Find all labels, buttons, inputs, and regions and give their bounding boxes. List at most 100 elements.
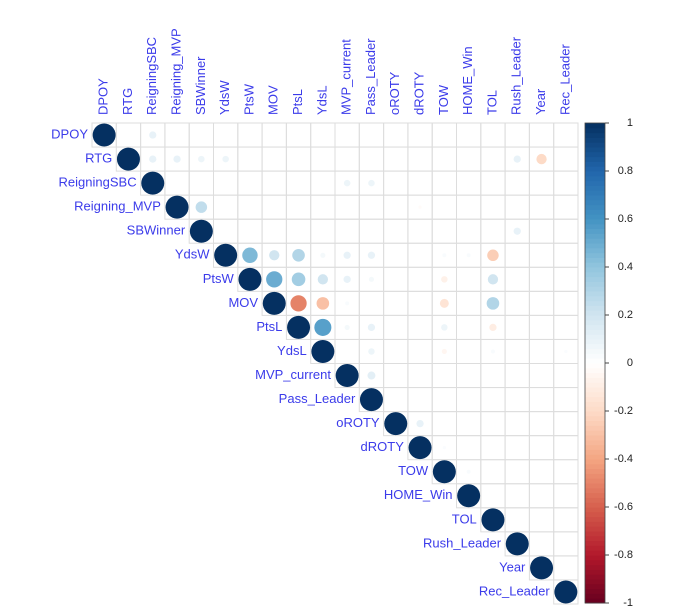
- cell: [553, 531, 579, 557]
- colorbar-segment: [585, 574, 605, 580]
- column-label: Rec_Leader: [557, 44, 572, 115]
- row-label: DPOY: [51, 126, 88, 141]
- colorbar-label: -1: [623, 597, 633, 609]
- colorbar-segment: [585, 175, 605, 182]
- cell: [285, 194, 312, 220]
- colorbar-segment: [585, 564, 605, 570]
- colorbar-segment: [585, 195, 605, 201]
- cell: [407, 363, 433, 389]
- corr-circle: [513, 227, 521, 235]
- column-label: YdsL: [314, 85, 329, 115]
- cell: [528, 170, 555, 196]
- column-label: MVP_current: [339, 39, 354, 115]
- column-label: Year: [533, 88, 548, 115]
- cell: [553, 579, 579, 605]
- colorbar-segment: [585, 199, 605, 206]
- corr-circle: [384, 412, 408, 436]
- corr-circle: [238, 267, 262, 291]
- colorbar-segment: [585, 391, 605, 398]
- cell: [456, 435, 482, 461]
- cell: [407, 314, 433, 340]
- colorbar-segment: [585, 291, 605, 297]
- colorbar-segment: [585, 377, 605, 383]
- colorbar-segment: [585, 526, 605, 532]
- row-label: Rec_Leader: [479, 583, 550, 598]
- colorbar-segment: [585, 511, 605, 518]
- colorbar-segment: [585, 329, 605, 335]
- colorbar-segment: [585, 439, 605, 446]
- cell: [164, 122, 190, 148]
- colorbar-segment: [585, 521, 605, 527]
- corr-circle: [368, 276, 375, 282]
- cell: [237, 146, 263, 172]
- colorbar-segment: [585, 401, 605, 407]
- corr-circle: [266, 271, 283, 288]
- cell: [528, 218, 555, 244]
- colorbar-segment: [585, 243, 605, 249]
- cell: [407, 290, 433, 316]
- colorbar-label: 0.6: [618, 213, 633, 225]
- cell: [213, 194, 239, 220]
- corr-circle: [292, 248, 305, 262]
- colorbar-label: 0: [627, 357, 633, 369]
- colorbar-segment: [585, 593, 605, 599]
- cell: [553, 194, 579, 220]
- column-label: SBWinner: [193, 56, 208, 115]
- colorbar-segment: [585, 555, 605, 561]
- corr-circle: [564, 349, 568, 354]
- corr-circle: [481, 508, 505, 532]
- cell: [310, 218, 336, 244]
- corr-circle: [466, 253, 471, 258]
- corr-circle: [536, 153, 547, 165]
- corr-circle: [92, 123, 116, 147]
- cell: [431, 387, 458, 413]
- colorbar-segment: [585, 535, 605, 542]
- corr-circle: [367, 251, 376, 259]
- colorbar-segment: [585, 550, 605, 556]
- colorbar-segment: [585, 161, 605, 167]
- colorbar-segment: [585, 233, 605, 239]
- corr-circle: [141, 171, 165, 195]
- colorbar-segment: [585, 142, 605, 148]
- cell: [213, 218, 239, 244]
- colorbar-segment: [585, 127, 605, 134]
- colorbar-label: 1: [627, 117, 633, 129]
- cell: [480, 459, 506, 485]
- cell: [407, 122, 433, 148]
- cell: [261, 122, 287, 148]
- column-label: RTG: [120, 88, 135, 115]
- cell: [480, 146, 506, 172]
- colorbar-segment: [585, 487, 605, 494]
- row-label: ReigningSBC: [59, 175, 137, 190]
- column-label: MOV: [266, 85, 281, 115]
- column-label: HOME_Win: [460, 46, 475, 115]
- corr-circle: [368, 348, 375, 355]
- column-label: Pass_Leader: [363, 38, 378, 115]
- row-label: RTG: [85, 151, 112, 166]
- cell: [456, 266, 482, 292]
- cell: [480, 122, 506, 148]
- column-label: YdsW: [217, 80, 232, 115]
- corr-circle: [291, 272, 306, 287]
- corr-circle: [442, 446, 446, 450]
- colorbar-segment: [585, 420, 605, 426]
- cell: [164, 170, 190, 196]
- corr-circle: [345, 301, 350, 306]
- cell: [310, 170, 336, 196]
- cell: [383, 218, 409, 244]
- cell: [528, 122, 555, 148]
- cell: [383, 242, 409, 268]
- cell: [528, 363, 555, 389]
- cell: [553, 363, 579, 389]
- cell: [383, 387, 409, 413]
- colorbar-segment: [585, 531, 605, 537]
- colorbar-segment: [585, 247, 605, 254]
- corr-circle: [505, 532, 529, 556]
- colorbar-segment: [585, 492, 605, 498]
- cell: [480, 435, 506, 461]
- corr-circle: [149, 155, 157, 163]
- cell: [528, 242, 555, 268]
- column-label: Reigning_MVP: [168, 28, 183, 115]
- cell: [456, 363, 482, 389]
